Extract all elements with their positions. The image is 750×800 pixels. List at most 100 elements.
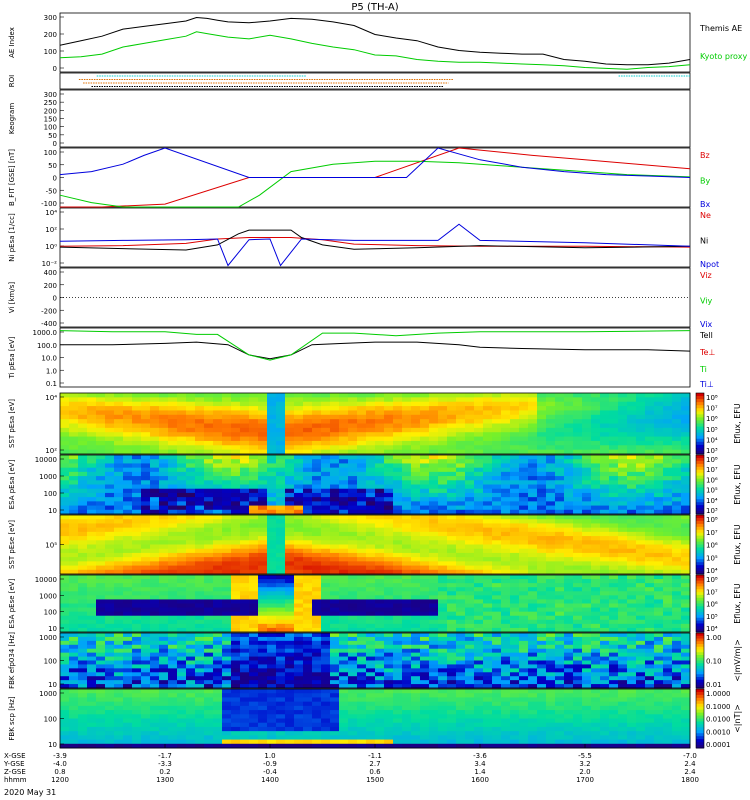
heat-cell bbox=[150, 660, 160, 665]
heat-cell bbox=[141, 449, 151, 455]
heat-cell bbox=[627, 611, 637, 617]
heat-cell bbox=[105, 480, 115, 485]
heat-cell bbox=[663, 436, 673, 442]
heat-cell bbox=[204, 680, 214, 685]
heat-cell bbox=[294, 527, 304, 533]
heat-cell bbox=[546, 552, 556, 558]
ytick-label: 10⁻² bbox=[42, 260, 58, 268]
heat-cell bbox=[357, 509, 367, 515]
heat-cell bbox=[519, 680, 529, 685]
heat-cell bbox=[150, 445, 160, 451]
heat-cell bbox=[321, 401, 331, 407]
heat-cell bbox=[357, 557, 367, 562]
heat-cell bbox=[69, 484, 79, 490]
heat-cell bbox=[366, 633, 376, 638]
heat-cell bbox=[339, 480, 349, 485]
heat-cell bbox=[222, 459, 232, 464]
heat-cell bbox=[267, 476, 277, 481]
heat-cell bbox=[69, 583, 79, 588]
heat-cell bbox=[384, 476, 394, 481]
heat-cell bbox=[357, 684, 367, 689]
heat-cell bbox=[510, 587, 520, 592]
heat-cell bbox=[78, 668, 88, 673]
heat-cell bbox=[483, 569, 493, 575]
heat-cell bbox=[267, 406, 277, 411]
heat-cell bbox=[348, 607, 358, 613]
heat-cell bbox=[132, 656, 142, 661]
heat-cell bbox=[312, 640, 322, 646]
heat-cell bbox=[366, 406, 376, 411]
heat-cell bbox=[429, 599, 439, 604]
heat-cell bbox=[105, 644, 115, 650]
heat-cell bbox=[573, 633, 583, 638]
heat-cell bbox=[141, 680, 151, 685]
heat-cell bbox=[627, 615, 637, 621]
heat-cell bbox=[177, 668, 187, 673]
heat-cell bbox=[474, 561, 484, 567]
heat-cell bbox=[231, 672, 241, 677]
heat-cell bbox=[375, 607, 385, 613]
heat-cell bbox=[420, 432, 430, 438]
colorbar-cell bbox=[696, 583, 704, 587]
heat-cell bbox=[276, 519, 286, 524]
heat-cell bbox=[87, 640, 97, 646]
heat-cell bbox=[330, 640, 340, 646]
heat-cell bbox=[168, 501, 178, 507]
heat-cell bbox=[447, 397, 457, 403]
heat-cell bbox=[159, 611, 169, 617]
heat-cell bbox=[78, 680, 88, 685]
heat-cell bbox=[168, 480, 178, 485]
heat-cell bbox=[186, 414, 196, 420]
heat-cell bbox=[555, 480, 565, 485]
heat-cell bbox=[681, 579, 691, 584]
heat-cell bbox=[285, 587, 295, 592]
heat-cell bbox=[564, 565, 574, 571]
heat-cell bbox=[168, 449, 178, 455]
heat-cell bbox=[159, 591, 169, 596]
heat-cell bbox=[474, 519, 484, 524]
heat-cell bbox=[150, 652, 160, 658]
heat-cell bbox=[609, 552, 619, 558]
heat-cell bbox=[546, 599, 556, 604]
heat-cell bbox=[402, 480, 412, 485]
heat-cell bbox=[465, 636, 475, 642]
heat-cell bbox=[528, 467, 538, 473]
heat-cell bbox=[600, 419, 610, 424]
heat-cell bbox=[330, 515, 340, 520]
heat-cell bbox=[429, 445, 439, 451]
heat-cell bbox=[483, 579, 493, 584]
heat-cell bbox=[267, 552, 277, 558]
heat-cell bbox=[114, 611, 124, 617]
heat-cell bbox=[573, 432, 583, 438]
heat-cell bbox=[276, 633, 286, 638]
heat-cell bbox=[186, 636, 196, 642]
heat-cell bbox=[285, 611, 295, 617]
heat-cell bbox=[528, 432, 538, 438]
heat-cell bbox=[177, 633, 187, 638]
heat-cell bbox=[438, 557, 448, 562]
heat-cell bbox=[303, 410, 313, 416]
heat-cell bbox=[510, 393, 520, 398]
heat-cell bbox=[168, 419, 178, 424]
heat-cell bbox=[537, 569, 547, 575]
heat-cell bbox=[474, 449, 484, 455]
heat-cell bbox=[132, 615, 142, 621]
ytick-label: 300 bbox=[44, 91, 57, 99]
heat-cell bbox=[177, 501, 187, 507]
heat-cell bbox=[492, 680, 502, 685]
heat-cell bbox=[591, 548, 601, 554]
heat-cell bbox=[501, 660, 511, 665]
heat-cell bbox=[240, 644, 250, 650]
heat-cell bbox=[267, 656, 277, 661]
heat-cell bbox=[60, 656, 70, 661]
heat-cell bbox=[87, 509, 97, 515]
heat-cell bbox=[87, 623, 97, 629]
heat-cell bbox=[681, 540, 691, 545]
heat-cell bbox=[159, 523, 169, 529]
heat-cell bbox=[105, 492, 115, 498]
heat-cell bbox=[303, 440, 313, 446]
heat-cell bbox=[483, 492, 493, 498]
heat-cell bbox=[114, 459, 124, 464]
heat-cell bbox=[492, 445, 502, 451]
